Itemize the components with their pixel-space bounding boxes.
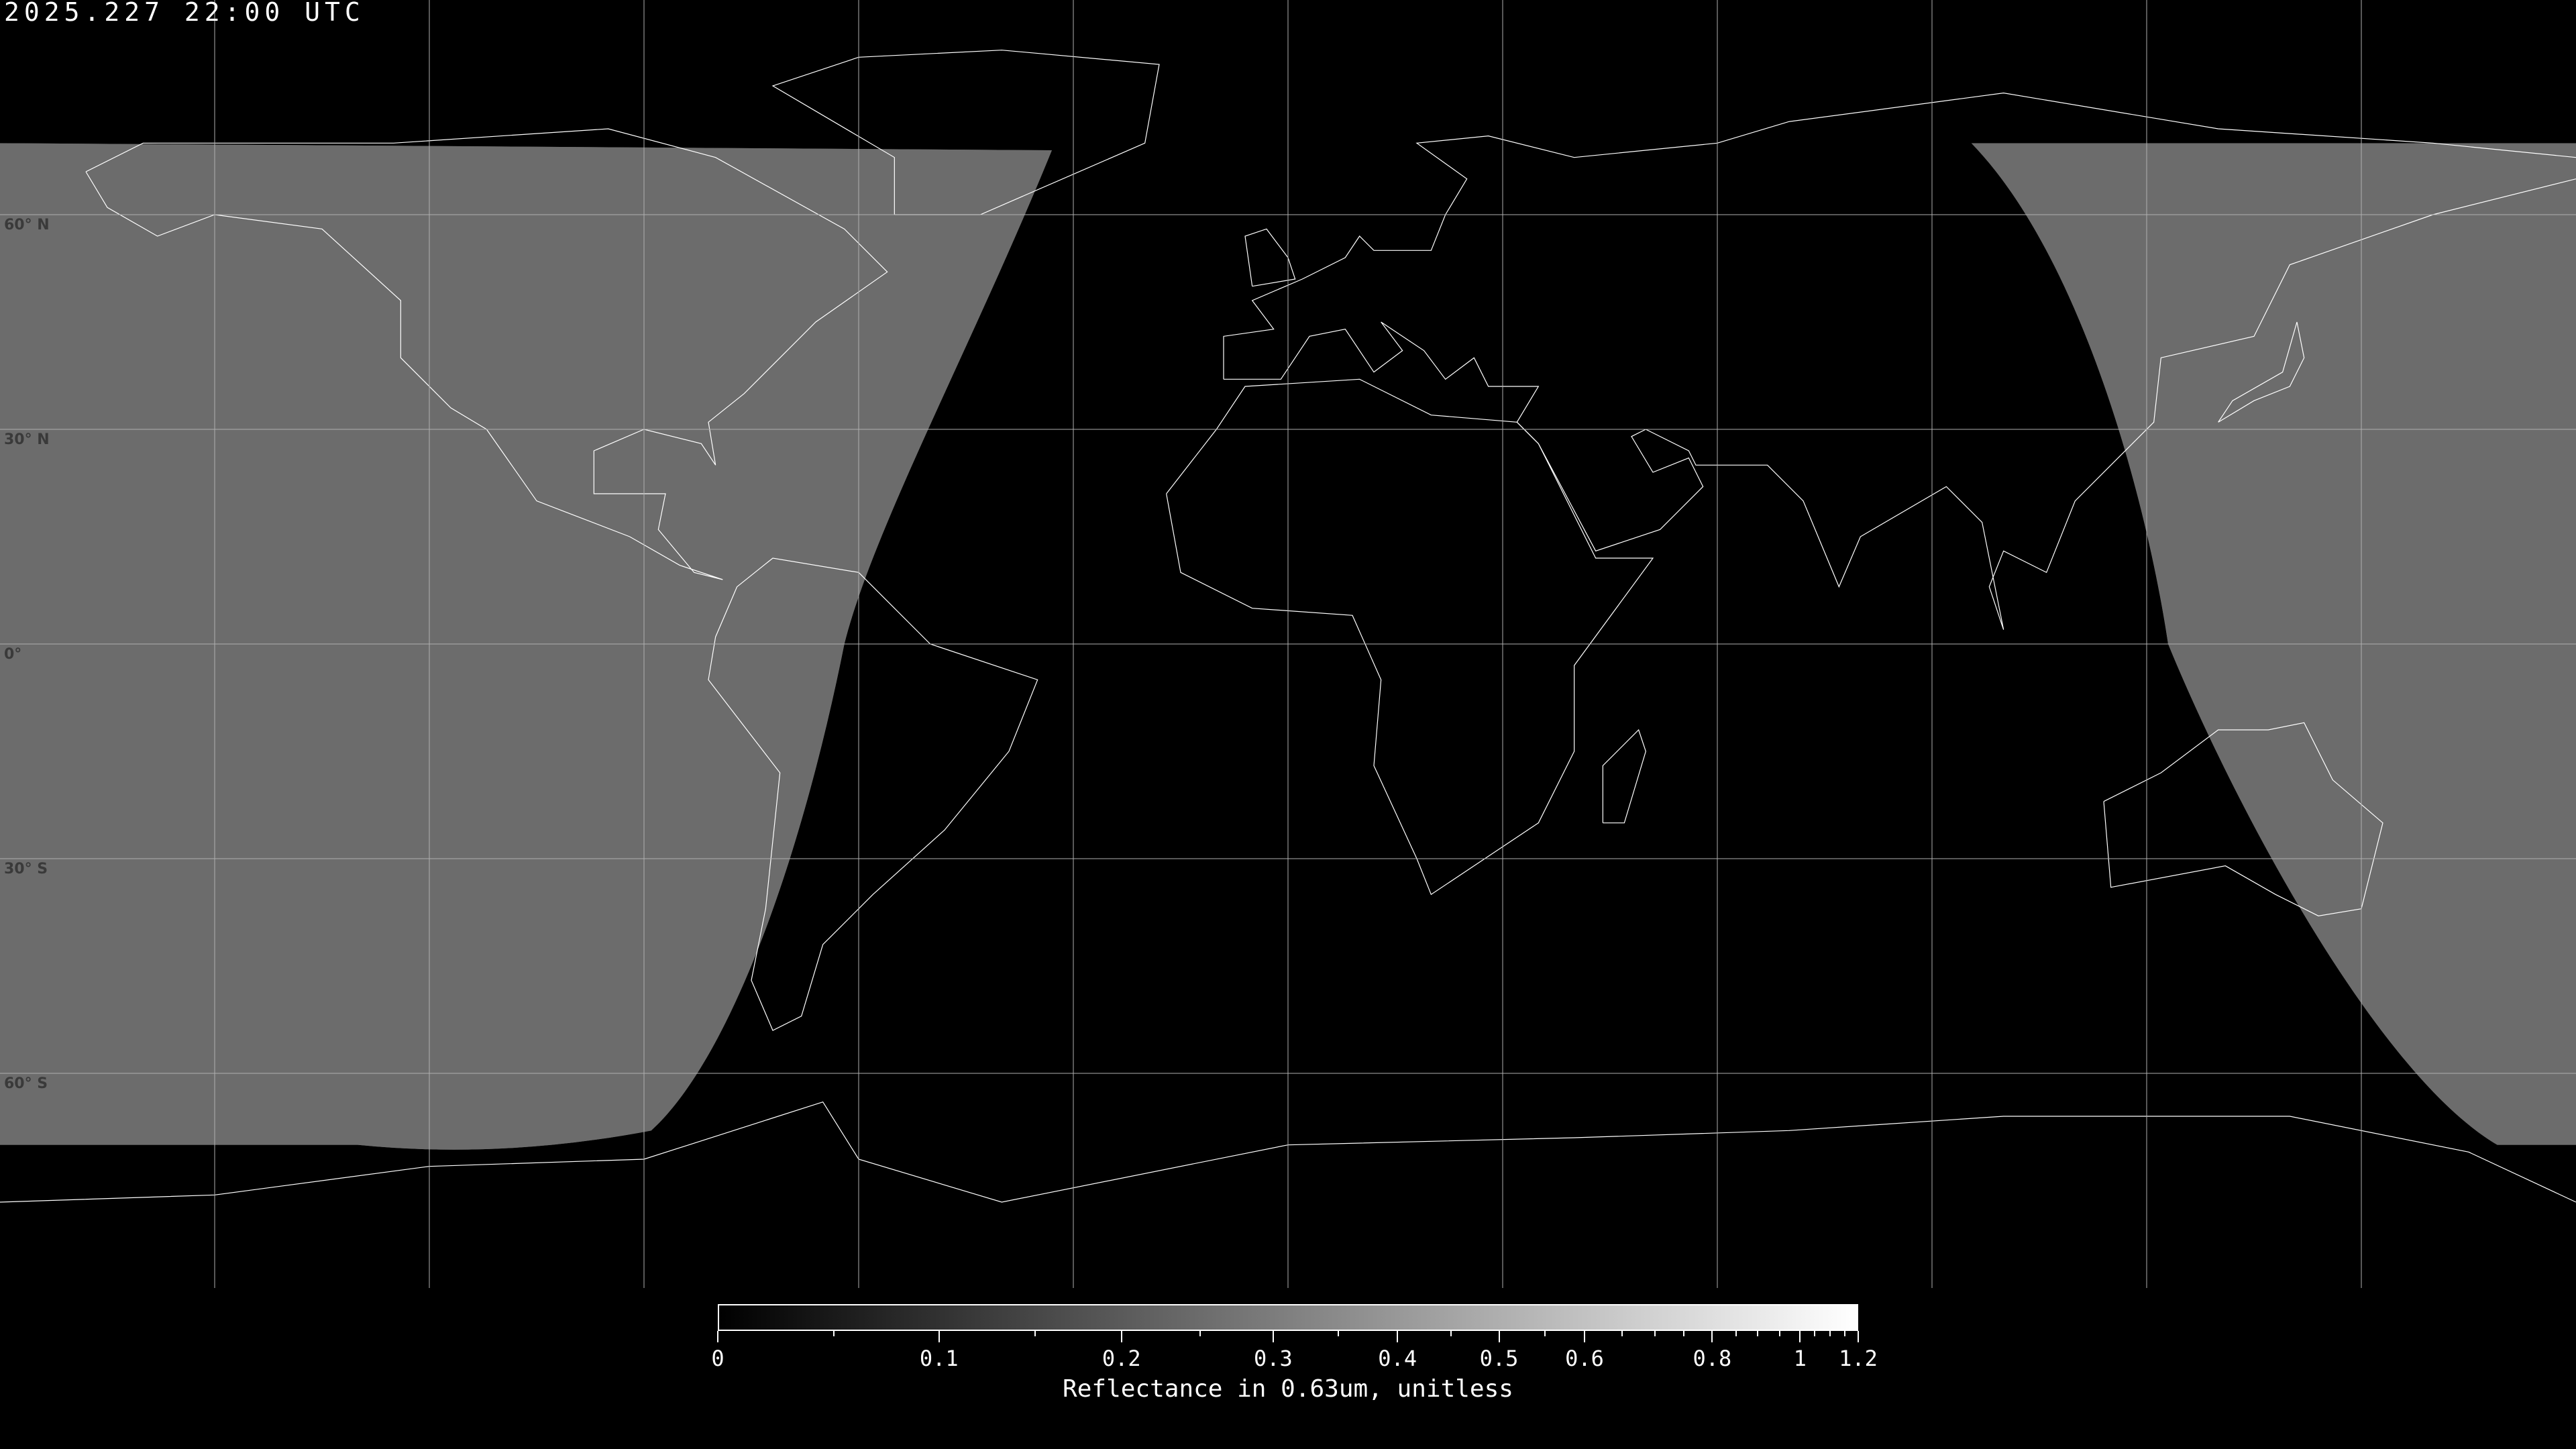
colorbar-minor-tick	[833, 1331, 835, 1336]
colorbar-major-tick	[1584, 1331, 1585, 1342]
graticule	[0, 0, 2576, 1288]
coastline-s_america	[708, 558, 1038, 1030]
colorbar-minor-tick	[1621, 1331, 1623, 1336]
lat-label-30s: 30° S	[4, 861, 48, 877]
colorbar-tick-label: 0.1	[919, 1346, 959, 1371]
colorbar	[718, 1304, 1858, 1331]
colorbar-minor-tick	[1814, 1331, 1816, 1336]
colorbar-major-tick	[1397, 1331, 1399, 1342]
colorbar-minor-tick	[1337, 1331, 1339, 1336]
coastline-japan	[2218, 322, 2304, 422]
colorbar-tick-label: 0.8	[1693, 1346, 1732, 1371]
colorbar-minor-tick	[1735, 1331, 1737, 1336]
coastline-n_america	[86, 129, 888, 580]
colorbar-tick-label: 1	[1793, 1346, 1807, 1371]
colorbar-minor-tick	[1544, 1331, 1546, 1336]
colorbar-tick-label: 0.4	[1378, 1346, 1417, 1371]
lat-label-60s: 60° S	[4, 1075, 48, 1092]
lat-label-30n: 30° N	[4, 431, 50, 448]
coastline-africa	[1167, 379, 1653, 894]
coastline-australia	[2104, 722, 2383, 916]
colorbar-major-tick	[1858, 1331, 1859, 1342]
coastline-greenland	[773, 50, 1159, 215]
colorbar-major-tick	[717, 1331, 718, 1342]
colorbar-minor-tick	[1829, 1331, 1831, 1336]
colorbar-major-tick	[1498, 1331, 1500, 1342]
coastlines	[0, 50, 2576, 1202]
colorbar-tick-label: 0.2	[1102, 1346, 1141, 1371]
coastline-eurasia	[1224, 93, 2576, 380]
colorbar-major-tick	[938, 1331, 940, 1342]
colorbar-tick-label: 0.6	[1565, 1346, 1604, 1371]
colorbar-minor-tick	[1757, 1331, 1759, 1336]
coastline-antarctica	[0, 1102, 2576, 1202]
colorbar-minor-tick	[1843, 1331, 1845, 1336]
coastline-madagascar	[1603, 730, 1646, 823]
colorbar-major-tick	[1272, 1331, 1274, 1342]
satellite-map	[0, 0, 2576, 1288]
colorbar-major-tick	[1120, 1331, 1122, 1342]
colorbar-minor-tick	[1199, 1331, 1201, 1336]
coastline-asia_south	[1224, 179, 2576, 630]
colorbar-title: Reflectance in 0.63um, unitless	[1063, 1375, 1513, 1403]
colorbar-major-tick	[1711, 1331, 1713, 1342]
colorbar-tick-label: 0	[711, 1346, 724, 1371]
colorbar-major-tick	[1799, 1331, 1801, 1342]
colorbar-minor-tick	[1034, 1331, 1036, 1336]
colorbar-minor-tick	[1654, 1331, 1656, 1336]
colorbar-minor-tick	[1682, 1331, 1684, 1336]
colorbar-tick-label: 1.2	[1839, 1346, 1878, 1371]
colorbar-tick-label: 0.5	[1479, 1346, 1519, 1371]
lat-label-equator: 0°	[4, 646, 22, 663]
colorbar-minor-tick	[1450, 1331, 1452, 1336]
lat-label-60n: 60° N	[4, 217, 50, 233]
colorbar-minor-tick	[1778, 1331, 1780, 1336]
timestamp: 2025.227 22:00 UTC	[4, 0, 365, 27]
colorbar-ticks: 0 0.1 0.2 0.3 0.4 0.5 0.6 0.8 1 1.2	[711, 1331, 1878, 1411]
colorbar-tick-label: 0.3	[1253, 1346, 1293, 1371]
